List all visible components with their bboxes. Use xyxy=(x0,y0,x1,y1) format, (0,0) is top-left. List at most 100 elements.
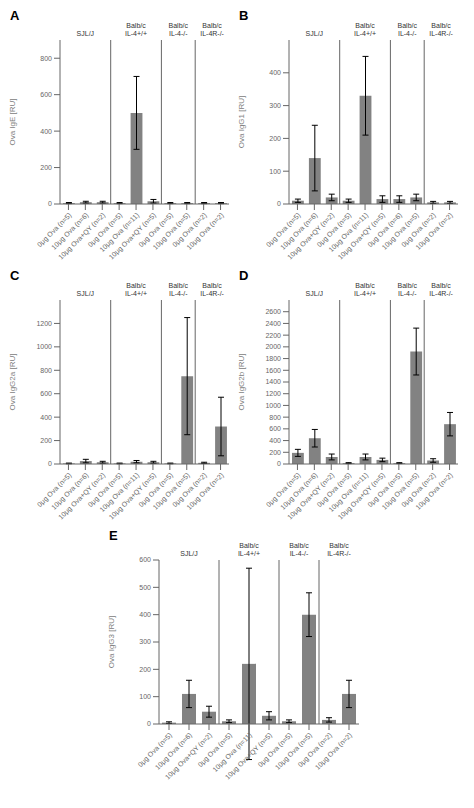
svg-text:1400: 1400 xyxy=(265,378,281,385)
svg-text:1600: 1600 xyxy=(265,367,281,374)
svg-text:10μg Ova (n=5): 10μg Ova (n=5) xyxy=(380,211,420,251)
svg-text:10μg Ova (n=11): 10μg Ova (n=11) xyxy=(327,471,370,514)
svg-text:800: 800 xyxy=(40,55,52,62)
svg-text:SJL/J: SJL/J xyxy=(306,30,324,37)
svg-text:10μg Ova (n=11): 10μg Ova (n=11) xyxy=(98,471,141,514)
svg-text:0: 0 xyxy=(277,200,281,207)
svg-text:200: 200 xyxy=(269,135,281,142)
svg-text:Balb/cIL-4-/-: Balb/cIL-4-/- xyxy=(289,542,309,557)
svg-text:Balb/cIL-4-/-: Balb/cIL-4-/- xyxy=(398,282,418,297)
svg-text:0μg Ova (n=5): 0μg Ova (n=5) xyxy=(35,471,73,509)
svg-text:10μg Ova+QY (n=2): 10μg Ova+QY (n=2) xyxy=(285,471,336,521)
svg-text:0μg Ova (n=5): 0μg Ova (n=5) xyxy=(264,211,302,249)
svg-text:0: 0 xyxy=(48,200,52,207)
svg-text:1200: 1200 xyxy=(36,320,52,327)
svg-text:Balb/cIL-4R-/-: Balb/cIL-4R-/- xyxy=(200,282,224,297)
svg-text:600: 600 xyxy=(269,425,281,432)
svg-text:400: 400 xyxy=(139,611,151,618)
svg-text:0μg Ova (n=5): 0μg Ova (n=5) xyxy=(35,211,73,249)
svg-text:SJL/J: SJL/J xyxy=(306,290,324,297)
svg-text:10μg Ova+QY (n=2): 10μg Ova+QY (n=2) xyxy=(163,731,214,781)
svg-text:Ova IgG1 [RU]: Ova IgG1 [RU] xyxy=(237,96,246,148)
svg-text:Balb/cIL-4R-/-: Balb/cIL-4R-/- xyxy=(429,282,453,297)
svg-text:0μg Ova (n=5): 0μg Ova (n=5) xyxy=(86,211,124,249)
svg-text:10μg Ova (n=11): 10μg Ova (n=11) xyxy=(211,731,254,774)
svg-text:1800: 1800 xyxy=(265,355,281,362)
svg-text:SJL/J: SJL/J xyxy=(180,550,198,557)
svg-text:Balb/cIL-4+/+: Balb/cIL-4+/+ xyxy=(354,22,376,37)
svg-text:600: 600 xyxy=(40,390,52,397)
svg-text:400: 400 xyxy=(269,437,281,444)
svg-text:10μg Ova (n=2): 10μg Ova (n=2) xyxy=(314,731,354,771)
svg-text:1000: 1000 xyxy=(36,343,52,350)
svg-text:800: 800 xyxy=(269,414,281,421)
svg-text:10μg Ova+QY (n=2): 10μg Ova+QY (n=2) xyxy=(56,471,107,521)
svg-text:100: 100 xyxy=(139,693,151,700)
svg-text:10μg Ova+QY (n=5): 10μg Ova+QY (n=5) xyxy=(336,211,387,261)
svg-text:10μg Ova+QY (n=2): 10μg Ova+QY (n=2) xyxy=(56,211,107,261)
svg-text:0: 0 xyxy=(147,720,151,727)
svg-text:10μg Ova (n=6): 10μg Ova (n=6) xyxy=(50,471,90,511)
svg-text:0: 0 xyxy=(277,460,281,467)
svg-text:2000: 2000 xyxy=(265,343,281,350)
svg-text:10μg Ova (n=6): 10μg Ova (n=6) xyxy=(153,731,194,771)
svg-text:2400: 2400 xyxy=(265,320,281,327)
svg-text:0: 0 xyxy=(48,460,52,467)
svg-text:10μg Ova (n=6): 10μg Ova (n=6) xyxy=(279,211,319,251)
svg-text:200: 200 xyxy=(40,164,52,171)
svg-text:300: 300 xyxy=(139,638,151,645)
svg-text:1000: 1000 xyxy=(265,402,281,409)
svg-text:Ova IgG3 [RU]: Ova IgG3 [RU] xyxy=(107,616,116,668)
svg-text:10μg Ova+QY (n=5): 10μg Ova+QY (n=5) xyxy=(107,471,158,521)
svg-text:300: 300 xyxy=(269,102,281,109)
svg-text:400: 400 xyxy=(40,414,52,421)
svg-text:SJL/J: SJL/J xyxy=(77,30,95,37)
svg-text:10μg Ova (n=2): 10μg Ova (n=2) xyxy=(185,211,225,251)
svg-text:400: 400 xyxy=(40,128,52,135)
svg-text:2200: 2200 xyxy=(265,332,281,339)
svg-text:Ova IgG2a [RU]: Ova IgG2a [RU] xyxy=(8,354,17,411)
svg-text:Ova IgG2b [RU]: Ova IgG2b [RU] xyxy=(237,354,246,411)
svg-text:10μg Ova+QY (n=5): 10μg Ova+QY (n=5) xyxy=(107,211,158,261)
svg-text:Balb/cIL-4-/-: Balb/cIL-4-/- xyxy=(169,282,189,297)
svg-text:10μg Ova (n=5): 10μg Ova (n=5) xyxy=(151,471,191,511)
svg-text:400: 400 xyxy=(269,69,281,76)
svg-text:10μg Ova (n=5): 10μg Ova (n=5) xyxy=(380,471,420,511)
svg-text:600: 600 xyxy=(139,556,151,563)
svg-text:10μg Ova (n=6): 10μg Ova (n=6) xyxy=(50,211,90,251)
svg-text:10μg Ova+QY (n=2): 10μg Ova+QY (n=2) xyxy=(285,211,336,261)
svg-text:Balb/cIL-4-/-: Balb/cIL-4-/- xyxy=(398,22,418,37)
svg-text:100: 100 xyxy=(269,168,281,175)
svg-text:0μg Ova (n=6): 0μg Ova (n=6) xyxy=(366,211,404,249)
svg-text:200: 200 xyxy=(40,437,52,444)
svg-text:Ova IgE [RU]: Ova IgE [RU] xyxy=(8,98,17,145)
svg-text:10μg Ova (n=11): 10μg Ova (n=11) xyxy=(98,211,141,254)
svg-text:500: 500 xyxy=(139,584,151,591)
svg-text:0μg Ova (n=5): 0μg Ova (n=5) xyxy=(315,211,353,249)
svg-text:0μg Ova (n=5): 0μg Ova (n=5) xyxy=(137,211,175,249)
svg-text:10μg Ova (n=5): 10μg Ova (n=5) xyxy=(273,731,314,771)
svg-text:10μg Ova (n=2): 10μg Ova (n=2) xyxy=(414,471,454,511)
svg-text:10μg Ova+QY (n=5): 10μg Ova+QY (n=5) xyxy=(223,731,274,781)
svg-text:2600: 2600 xyxy=(265,308,281,315)
svg-text:Balb/cIL-4+/+: Balb/cIL-4+/+ xyxy=(354,282,376,297)
svg-text:Balb/cIL-4R-/-: Balb/cIL-4R-/- xyxy=(429,22,453,37)
svg-text:200: 200 xyxy=(139,666,151,673)
svg-text:200: 200 xyxy=(269,449,281,456)
svg-text:800: 800 xyxy=(40,367,52,374)
svg-text:10μg Ova (n=2): 10μg Ova (n=2) xyxy=(185,471,225,511)
svg-text:Balb/cIL-4R-/-: Balb/cIL-4R-/- xyxy=(200,22,224,37)
svg-text:Balb/cIL-4+/+: Balb/cIL-4+/+ xyxy=(125,22,147,37)
svg-text:Balb/cIL-4-/-: Balb/cIL-4-/- xyxy=(169,22,189,37)
svg-text:10μg Ova (n=11): 10μg Ova (n=11) xyxy=(327,211,370,254)
svg-text:600: 600 xyxy=(40,91,52,98)
svg-text:10μg Ova (n=5): 10μg Ova (n=5) xyxy=(151,211,191,251)
svg-text:Balb/cIL-4R-/-: Balb/cIL-4R-/- xyxy=(327,542,351,557)
svg-text:10μg Ova+QY (n=5): 10μg Ova+QY (n=5) xyxy=(336,471,387,521)
svg-text:SJL/J: SJL/J xyxy=(77,290,95,297)
svg-text:10μg Ova (n=6): 10μg Ova (n=6) xyxy=(279,471,319,511)
svg-text:10μg Ova (n=2): 10μg Ova (n=2) xyxy=(414,211,454,251)
svg-text:Balb/cIL-4+/+: Balb/cIL-4+/+ xyxy=(125,282,147,297)
svg-text:Balb/cIL-4+/+: Balb/cIL-4+/+ xyxy=(238,542,260,557)
svg-text:1200: 1200 xyxy=(265,390,281,397)
